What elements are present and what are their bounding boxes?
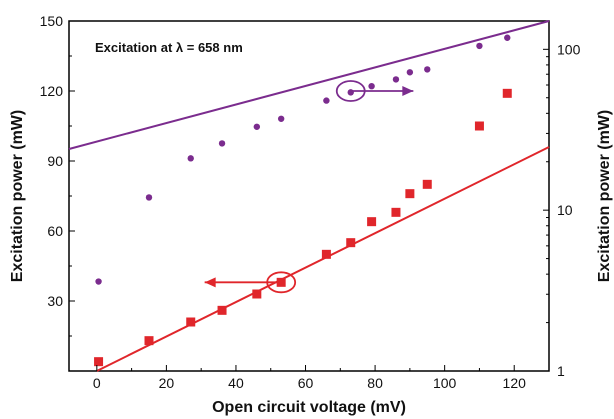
data-point-square xyxy=(217,305,227,315)
data-point-circle xyxy=(253,123,261,130)
data-point-square xyxy=(144,336,154,346)
data-point-circle xyxy=(406,69,414,76)
y-axis-right-title: Excitation power (mW) xyxy=(596,110,613,282)
data-point-circle xyxy=(476,42,483,50)
data-point-square xyxy=(422,179,432,189)
x-axis-title: Open circuit voltage (mV) xyxy=(212,399,406,416)
y-right-tick-label: 10 xyxy=(557,202,573,218)
data-point-square xyxy=(186,317,196,327)
x-tick-label: 20 xyxy=(159,375,175,391)
data-point-square xyxy=(405,189,415,199)
data-point-circle xyxy=(187,155,194,162)
data-point-square xyxy=(502,88,512,98)
y-left-tick-label: 30 xyxy=(47,293,63,309)
data-point-square xyxy=(94,357,104,367)
data-point-circle xyxy=(218,140,226,147)
data-point-circle xyxy=(323,97,330,104)
data-point-circle xyxy=(392,76,400,83)
data-point-square xyxy=(346,238,356,248)
annotation-arrow-head xyxy=(402,86,414,96)
annotation-arrow-head xyxy=(204,277,216,288)
y-right-tick-label: 100 xyxy=(557,41,581,57)
y-left-tick-label: 60 xyxy=(47,223,63,239)
annotation-label: Excitation at λ = 658 nm xyxy=(95,40,243,55)
data-point-circle xyxy=(95,278,102,285)
x-tick-label: 0 xyxy=(93,375,101,391)
data-point-square xyxy=(391,207,401,217)
x-tick-label: 60 xyxy=(298,375,314,391)
data-point-square xyxy=(474,121,484,131)
y-axis-left-title: Excitation power (mW) xyxy=(9,110,26,282)
x-tick-label: 40 xyxy=(228,375,244,391)
data-point-square xyxy=(321,249,331,259)
x-tick-label: 100 xyxy=(433,375,457,391)
data-point-square xyxy=(252,289,262,299)
data-point-circle xyxy=(277,115,285,122)
plot-frame xyxy=(68,20,550,372)
data-point-circle xyxy=(504,34,511,41)
x-tick-label: 120 xyxy=(503,375,527,391)
data-point-circle xyxy=(424,66,431,73)
fit-line xyxy=(96,146,550,372)
y-left-tick-label: 90 xyxy=(47,153,63,169)
data-point-square xyxy=(367,217,377,227)
fit-line xyxy=(68,20,550,150)
y-left-tick-label: 150 xyxy=(40,13,64,29)
y-left-tick-label: 120 xyxy=(40,83,64,99)
data-point-circle xyxy=(368,82,375,90)
y-right-tick-label: 1 xyxy=(557,363,565,379)
data-point-circle xyxy=(145,194,153,201)
x-tick-label: 80 xyxy=(367,375,383,391)
